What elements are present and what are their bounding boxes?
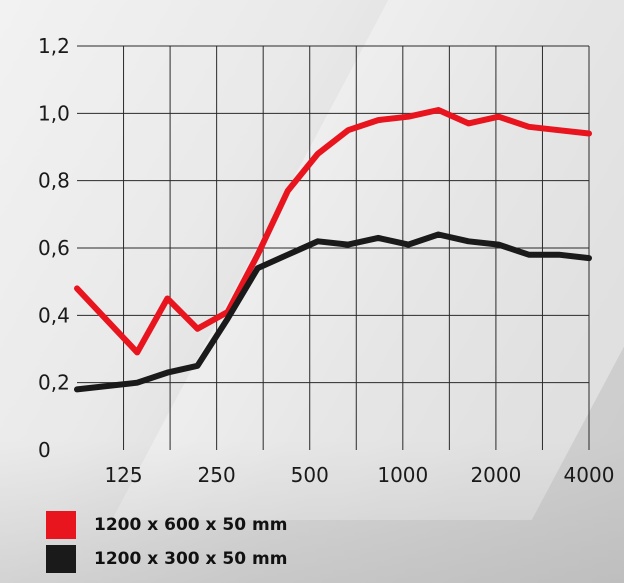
y-tick-label: 0,2 — [38, 371, 70, 395]
x-tick-label: 2000 — [470, 463, 521, 487]
legend-item-series-1: 1200 x 600 x 50 mm — [46, 508, 287, 542]
y-tick-label: 0,6 — [38, 236, 70, 260]
x-tick-label: 250 — [198, 463, 236, 487]
y-tick-label: 0 — [38, 438, 51, 462]
x-tick-label: 500 — [291, 463, 329, 487]
y-tick-label: 0,8 — [38, 169, 70, 193]
legend-swatch-series-2 — [46, 545, 76, 573]
x-tick-label: 1000 — [377, 463, 428, 487]
legend-swatch-series-1 — [46, 511, 76, 539]
chart-legend: 1200 x 600 x 50 mm 1200 x 300 x 50 mm — [46, 508, 287, 576]
y-axis-tick-labels: 0 0,2 0,4 0,6 0,8 1,0 1,2 — [38, 34, 70, 462]
series-line-1 — [74, 107, 592, 356]
x-axis-tick-labels: 125 250 500 1000 2000 4000 — [104, 463, 614, 487]
x-tick-label: 125 — [104, 463, 142, 487]
x-tick-label: 4000 — [564, 463, 615, 487]
y-tick-label: 1,0 — [38, 101, 70, 125]
legend-label-series-2: 1200 x 300 x 50 mm — [94, 549, 288, 569]
chart-series — [74, 107, 592, 393]
series-line-2 — [74, 231, 592, 393]
legend-item-series-2: 1200 x 300 x 50 mm — [46, 542, 287, 576]
legend-label-series-1: 1200 x 600 x 50 mm — [94, 515, 288, 535]
y-tick-label: 1,2 — [38, 34, 70, 58]
y-tick-label: 0,4 — [38, 303, 70, 327]
